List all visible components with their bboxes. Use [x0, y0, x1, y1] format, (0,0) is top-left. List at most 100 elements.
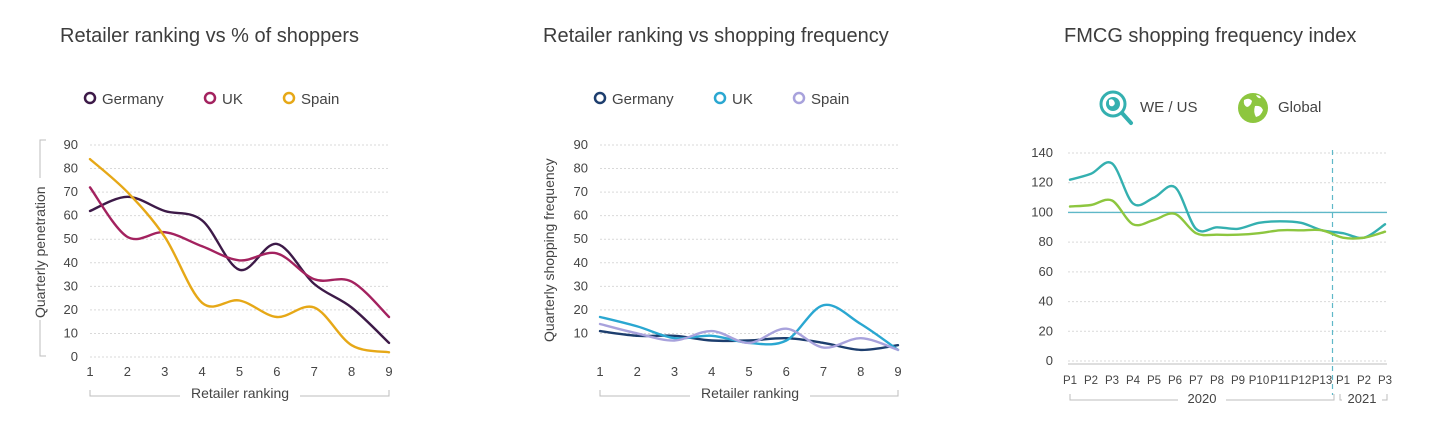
legend-marker-spain [792, 91, 806, 105]
x-tick-label: 4 [708, 364, 715, 379]
globe-search-icon [1099, 90, 1133, 125]
legend-label-uk: UK [732, 91, 753, 108]
legend-marker-uk [713, 91, 727, 105]
y-tick-label: 10 [574, 325, 588, 340]
y-axis-title: Quarterly shopping frequency [541, 158, 557, 342]
x-tick-label: 9 [385, 364, 392, 379]
y-tick-label: 90 [574, 137, 588, 152]
y-tick-label: 60 [1039, 264, 1053, 279]
chart-frequency: Retailer ranking vs shopping frequency G… [541, 25, 902, 404]
y-tick-label: 20 [64, 302, 78, 317]
x-tick-label: P3 [1105, 375, 1119, 387]
y-tick-label: 120 [1031, 175, 1053, 190]
y-tick-label: 80 [1039, 234, 1053, 249]
legend: WE / US Global [1099, 90, 1321, 125]
legend-label-germany: Germany [102, 91, 164, 108]
x-tick-label: 5 [745, 364, 752, 379]
y-tick-label: 40 [1039, 294, 1053, 309]
x-axis-title: Retailer ranking [191, 385, 289, 401]
series-line-spain [598, 322, 900, 352]
x-axis-title: Retailer ranking [701, 385, 799, 401]
x-tick-label: P9 [1231, 375, 1245, 387]
legend-marker-germany [83, 91, 97, 105]
x-tick-label: 7 [820, 364, 827, 379]
legend-label-global: Global [1278, 99, 1321, 116]
y-tick-label: 60 [64, 208, 78, 223]
series-line-we-us [1068, 161, 1387, 240]
x-tick-label: 5 [236, 364, 243, 379]
y-tick-label: 100 [1031, 204, 1053, 219]
x-tick-label: P10 [1249, 375, 1269, 387]
y-tick-label: 80 [64, 161, 78, 176]
series-line-spain [88, 157, 391, 354]
x-tick-label: 1 [596, 364, 603, 379]
y-tick-label: 70 [64, 184, 78, 199]
x-tick-label: 6 [783, 364, 790, 379]
legend-label-germany: Germany [612, 91, 674, 108]
y-tick-label: 90 [64, 137, 78, 152]
legend-label-spain: Spain [811, 91, 849, 108]
x-tick-label: 9 [894, 364, 901, 379]
y-tick-label: 10 [64, 325, 78, 340]
x-tick-label: P8 [1210, 375, 1224, 387]
legend-marker-spain [282, 91, 296, 105]
y-tick-label: 0 [71, 349, 78, 364]
y-tick-label: 50 [64, 231, 78, 246]
y-tick-label: 20 [1039, 323, 1053, 338]
x-tick-label: P12 [1291, 375, 1311, 387]
legend-label-spain: Spain [301, 91, 339, 108]
x-tick-label: 2 [634, 364, 641, 379]
x-tick-label: P1 [1063, 375, 1077, 387]
x-tick-label: P13 [1312, 375, 1332, 387]
x-tick-label: 8 [348, 364, 355, 379]
y-tick-label: 50 [574, 231, 588, 246]
y-axis-title: Quarterly penetration [32, 186, 48, 318]
y-tick-label: 40 [64, 255, 78, 270]
x-tick-label: P11 [1270, 375, 1290, 387]
x-tick-label: 1 [86, 364, 93, 379]
y-tick-label: 70 [574, 184, 588, 199]
x-tick-label: 2 [124, 364, 131, 379]
y-axis-title-bg [30, 178, 50, 320]
y-tick-label: 80 [574, 161, 588, 176]
chart-penetration: Retailer ranking vs % of shoppers German… [30, 25, 393, 404]
legend-marker-germany [593, 91, 607, 105]
y-tick-label: 0 [1046, 353, 1053, 368]
y-tick-label: 60 [574, 208, 588, 223]
x-tick-label: P1 [1336, 375, 1350, 387]
x-tick-label: P3 [1378, 375, 1392, 387]
y-tick-label: 40 [574, 255, 588, 270]
x-tick-label: 3 [161, 364, 168, 379]
x-tick-label: 3 [671, 364, 678, 379]
legend-label-we-us: WE / US [1140, 99, 1198, 116]
series-line-uk [88, 186, 391, 319]
y-tick-label: 20 [574, 302, 588, 317]
period-label-bg [1178, 390, 1226, 406]
x-tick-label: P6 [1168, 375, 1182, 387]
y-tick-label: 30 [574, 278, 588, 293]
x-tick-label: 8 [857, 364, 864, 379]
x-tick-label: 4 [199, 364, 206, 379]
chart-title: Retailer ranking vs shopping frequency [543, 25, 889, 47]
y-tick-label: 140 [1031, 145, 1053, 160]
chart-title: FMCG shopping frequency index [1064, 25, 1356, 47]
legend: Germany UK Spain [83, 91, 339, 108]
series-line-global [1068, 198, 1387, 240]
x-tick-label: 7 [311, 364, 318, 379]
legend-label-uk: UK [222, 91, 243, 108]
series-line-germany [88, 195, 391, 345]
x-tick-label: P2 [1084, 375, 1098, 387]
period-label-bg [1342, 390, 1382, 406]
x-axis-title-bg [180, 386, 300, 404]
x-tick-label: P4 [1126, 375, 1141, 387]
x-axis-title-bg [690, 386, 810, 404]
chart-title: Retailer ranking vs % of shoppers [60, 25, 359, 47]
legend-marker-uk [203, 91, 217, 105]
legend: Germany UK Spain [593, 91, 849, 108]
period-label-2021: 2021 [1348, 391, 1377, 406]
x-tick-label: 6 [273, 364, 280, 379]
x-tick-label: P7 [1189, 375, 1203, 387]
chart-index: FMCG shopping frequency index WE / US Gl… [1031, 25, 1392, 406]
